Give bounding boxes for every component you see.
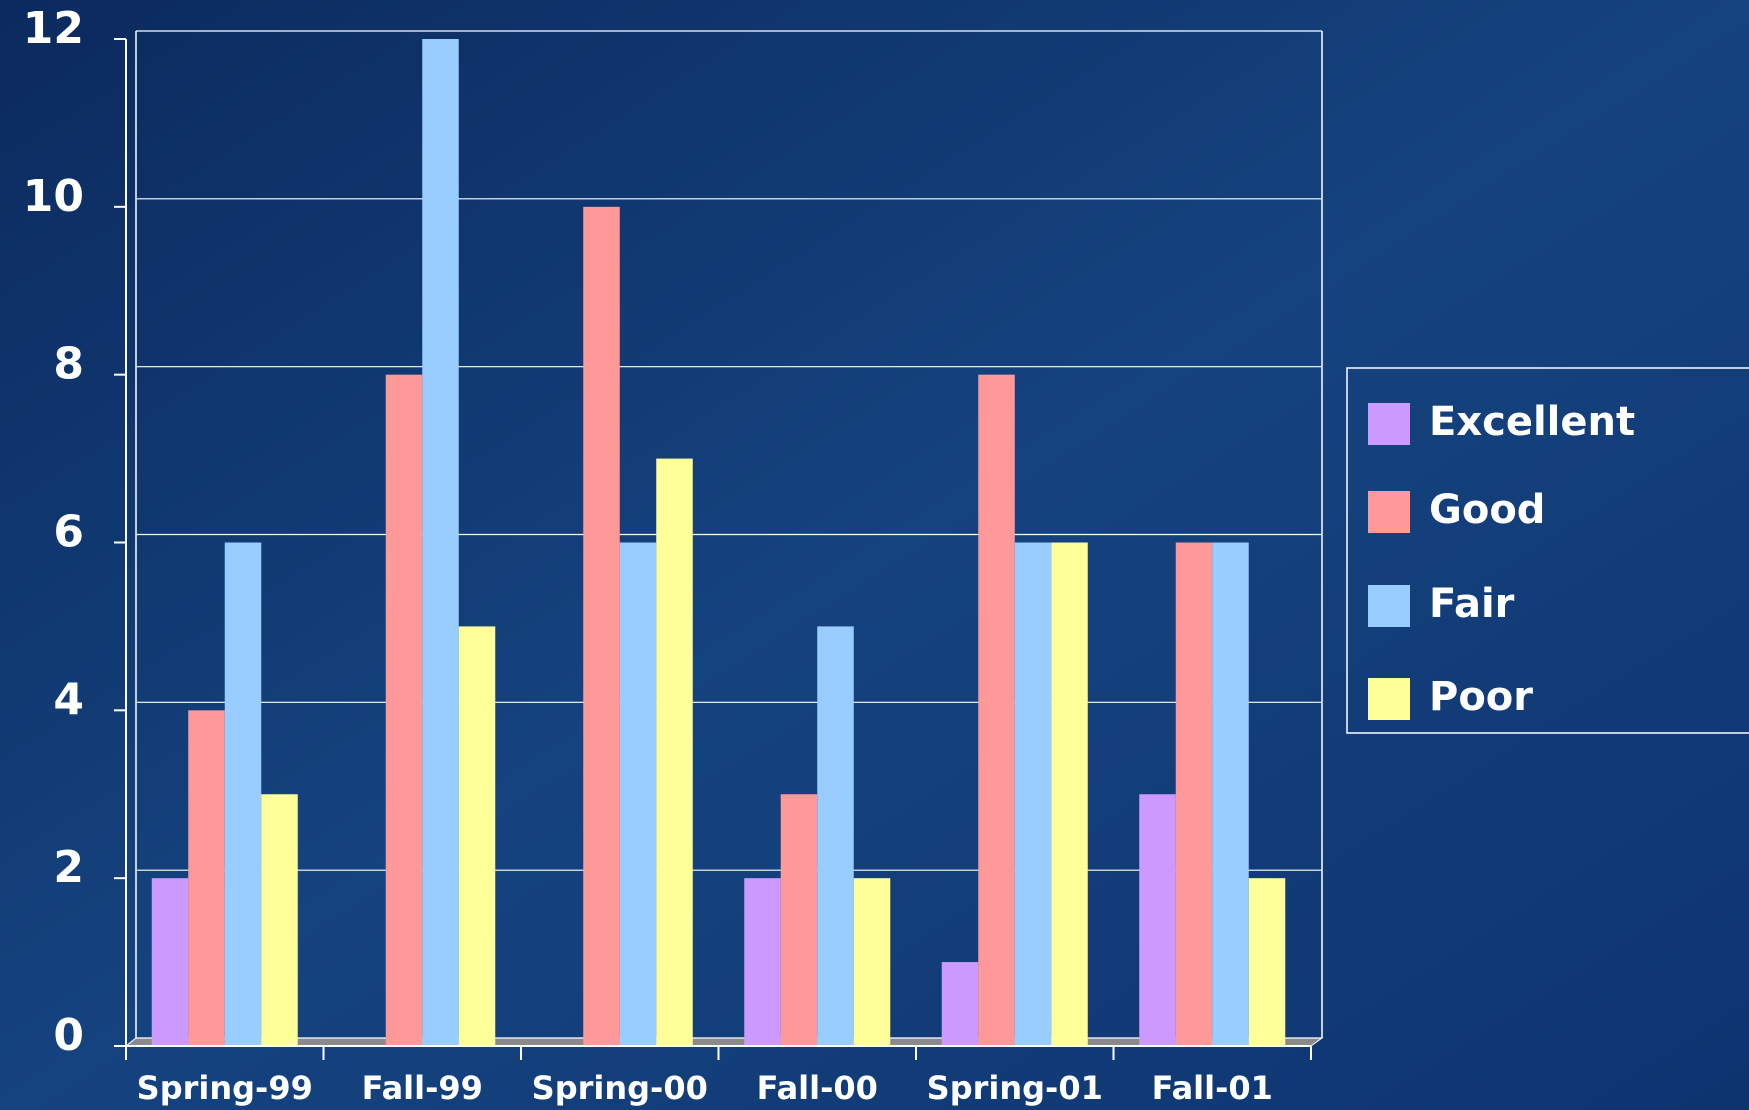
x-tick-label: Fall-00 [757, 1069, 878, 1107]
bar [744, 878, 781, 1046]
y-tick-label: 8 [53, 339, 84, 390]
bar [151, 878, 189, 1046]
y-tick-label: 10 [23, 171, 84, 222]
legend-label: Fair [1429, 581, 1515, 627]
legend-swatch [1368, 585, 1410, 627]
bar [261, 794, 298, 1046]
legend-label: Excellent [1429, 399, 1635, 445]
x-tick-label: Spring-00 [532, 1069, 708, 1107]
bar [853, 878, 891, 1046]
bar [656, 458, 693, 1046]
bar [1175, 542, 1213, 1046]
x-tick-label: Spring-99 [137, 1069, 313, 1107]
bar [1248, 878, 1286, 1046]
y-tick-label: 12 [23, 3, 84, 54]
bar [1014, 542, 1052, 1046]
bar [188, 710, 225, 1046]
y-tick-label: 2 [53, 842, 84, 893]
legend-swatch [1368, 678, 1410, 720]
bar [385, 374, 423, 1047]
y-tick-label: 4 [53, 674, 84, 725]
bar [1139, 794, 1176, 1046]
bar [978, 374, 1015, 1047]
bar [817, 626, 854, 1046]
bar [1212, 542, 1249, 1046]
legend-label: Good [1429, 487, 1545, 533]
bar [941, 962, 979, 1046]
legend-label: Poor [1429, 674, 1533, 720]
x-tick-label: Fall-01 [1152, 1069, 1273, 1107]
legend-swatch [1368, 491, 1410, 533]
bar [583, 206, 620, 1047]
x-tick-label: Fall-99 [362, 1069, 483, 1107]
y-tick-label: 6 [53, 507, 84, 558]
bar [780, 794, 818, 1046]
bar [422, 39, 459, 1046]
bar [619, 542, 657, 1046]
y-tick-label: 0 [53, 1010, 84, 1061]
legend-swatch [1368, 403, 1410, 445]
bar [458, 626, 496, 1046]
legend-box [1346, 367, 1749, 734]
bar [224, 542, 262, 1046]
x-tick-label: Spring-01 [927, 1069, 1103, 1107]
bar [1051, 542, 1088, 1046]
